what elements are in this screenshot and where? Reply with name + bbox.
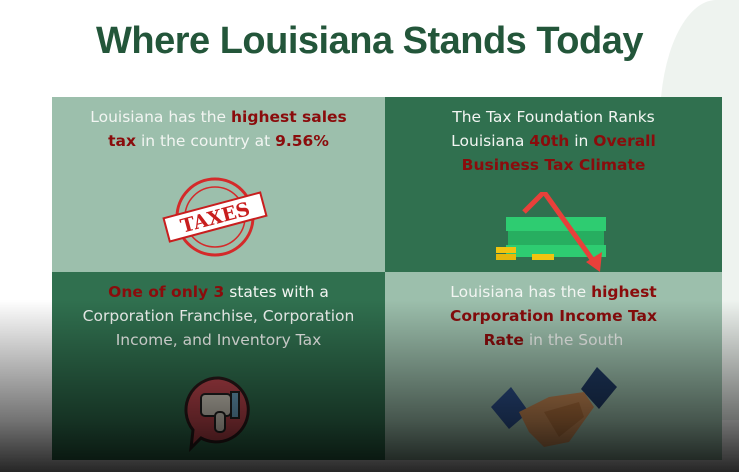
cell-business-climate: The Tax Foundation Ranks Louisiana 40th … bbox=[385, 97, 722, 272]
slide-title: Where Louisiana Stands Today bbox=[96, 20, 643, 62]
thumbs-down-icon bbox=[183, 376, 250, 452]
cell-corporate-income-tax: Louisiana has the highest Corporation In… bbox=[385, 272, 722, 460]
cell-sales-tax: Louisiana has the highest sales tax in t… bbox=[52, 97, 385, 272]
highlight: 9.56% bbox=[275, 132, 329, 150]
text: Louisiana has the bbox=[90, 108, 232, 126]
text: in the South bbox=[523, 331, 624, 349]
text: Louisiana has the bbox=[450, 283, 592, 301]
info-grid: Louisiana has the highest sales tax in t… bbox=[52, 97, 722, 460]
highlight: Overall Business Tax Climate bbox=[461, 132, 656, 174]
handshake-icon bbox=[490, 367, 617, 447]
text: The Tax Foundation Ranks Louisiana bbox=[451, 108, 655, 150]
highlight: 40th bbox=[529, 132, 570, 150]
highlight: highest sales tax bbox=[108, 108, 347, 150]
money-falling-arrow-icon bbox=[495, 192, 606, 272]
text: in the country at bbox=[136, 132, 276, 150]
cell-three-states: One of only 3 states with a Corporation … bbox=[52, 272, 385, 460]
text: in bbox=[569, 132, 594, 150]
taxes-stamp-icon: TAXES bbox=[161, 177, 268, 257]
highlight: One of only 3 bbox=[108, 283, 225, 301]
